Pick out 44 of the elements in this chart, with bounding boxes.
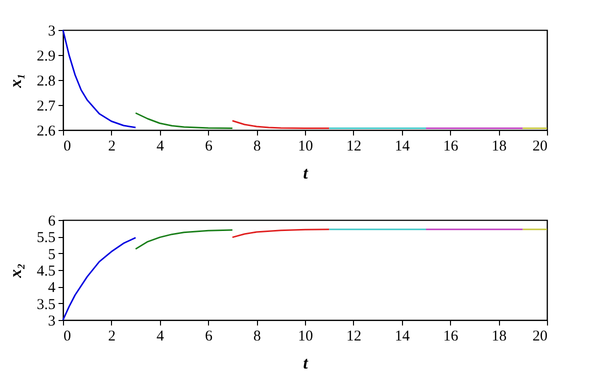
- x-tick-label: 10: [298, 328, 313, 344]
- x-tick-label: 20: [532, 328, 548, 344]
- y-tick-label: 3.5: [36, 296, 56, 313]
- x-tick-label: 0: [64, 138, 71, 154]
- line-series: [62, 236, 136, 321]
- line-series: [134, 229, 234, 250]
- x-tick-label: 6: [204, 328, 213, 344]
- y-axis-title: x₁: [6, 73, 25, 89]
- line-series: [232, 228, 330, 238]
- x-tick-label: 4: [156, 138, 165, 154]
- x-tick-label: 20: [532, 138, 548, 154]
- line-series: [62, 29, 136, 128]
- x-tick-label: 12: [346, 138, 362, 154]
- y-tick-label: 2.8: [36, 74, 56, 90]
- x-tick-label: 14: [394, 138, 410, 154]
- x-tick-label: 2: [108, 138, 116, 154]
- y-tick-label: 2.7: [36, 98, 56, 114]
- x-tick-label: 12: [346, 328, 362, 344]
- line-series: [134, 112, 234, 129]
- x-axis-title: t: [303, 354, 310, 372]
- y-tick-label: 3: [48, 24, 56, 40]
- line-series: [232, 120, 330, 129]
- x-tick-label: 18: [492, 138, 507, 154]
- y-tick-label: 2.6: [36, 124, 56, 140]
- x-tick-label: 0: [64, 328, 71, 344]
- x-tick-label: 8: [253, 138, 261, 154]
- x-tick-label: 10: [298, 138, 313, 154]
- x-axis-title: t: [303, 164, 310, 182]
- x-tick-label: 4: [156, 328, 165, 344]
- y-tick-label: 6: [48, 214, 56, 230]
- x-tick-label: 14: [394, 328, 410, 344]
- x-tick-label: 8: [253, 328, 261, 344]
- y-axis-title: x₂: [6, 263, 25, 279]
- x-tick-label: 16: [443, 328, 459, 344]
- y-tick-label: 3: [48, 314, 56, 330]
- y-tick-label: 5: [48, 246, 56, 263]
- x-tick-label: 2: [108, 328, 116, 344]
- y-tick-label: 4.5: [36, 264, 56, 280]
- y-tick-label: 5.5: [36, 230, 56, 246]
- x-tick-label: 18: [492, 328, 507, 344]
- x-tick-label: 6: [204, 138, 213, 154]
- y-tick-label: 2.9: [36, 48, 56, 64]
- y-tick-label: 4: [48, 280, 56, 296]
- x-tick-label: 16: [443, 138, 459, 154]
